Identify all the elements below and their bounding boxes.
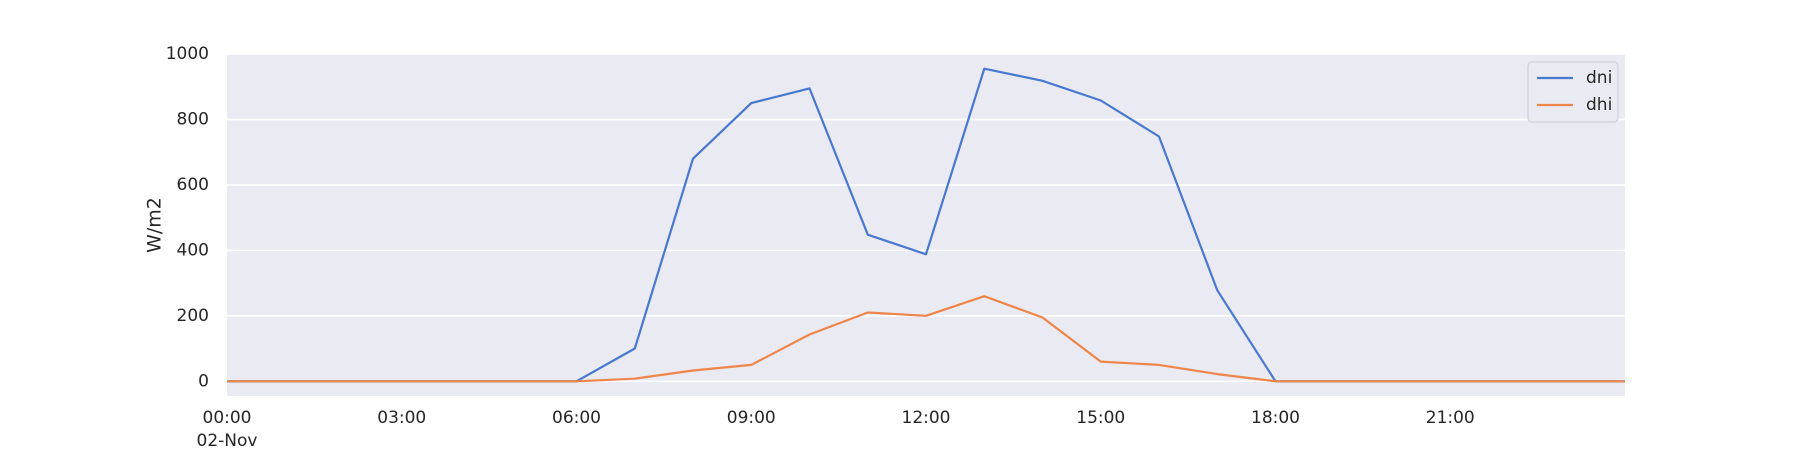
y-tick-label-400: 400 — [177, 240, 209, 260]
series-line-dhi — [227, 295, 1625, 383]
y-tick-label-800: 800 — [177, 109, 209, 129]
x-date-label: 02-Nov — [197, 431, 258, 450]
y-tick-label-1000: 1000 — [166, 44, 209, 64]
x-tick-labels: 00:00 03:00 06:00 09:00 12:00 15:00 18:00 21:00… — [197, 408, 1475, 450]
x-tick-label-1500: 15:00 — [1076, 408, 1125, 428]
legend-label-dhi: dhi — [1586, 95, 1612, 115]
legend-label-dni: dni — [1586, 68, 1612, 88]
x-tick-label-1800: 18:00 — [1251, 408, 1300, 428]
series-lines — [227, 67, 1625, 383]
y-tick-label-0: 0 — [198, 371, 209, 391]
legend: dni dhi — [1527, 61, 1619, 123]
x-tick-label-0900: 09:00 — [727, 408, 776, 428]
plot-background — [227, 54, 1625, 396]
x-tick-label-0000: 00:00 — [203, 408, 252, 428]
x-tick-label-0600: 06:00 — [552, 408, 601, 428]
y-tick-label-200: 200 — [177, 306, 209, 326]
x-tick-label-2100: 21:00 — [1426, 408, 1475, 428]
y-tick-label-600: 600 — [177, 175, 209, 195]
y-tick-labels: 0 200 400 600 800 1000 — [166, 44, 209, 391]
x-tick-label-1200: 12:00 — [902, 408, 951, 428]
x-tick-label-0300: 03:00 — [377, 408, 426, 428]
y-axis-label: W/m2 — [144, 197, 166, 253]
